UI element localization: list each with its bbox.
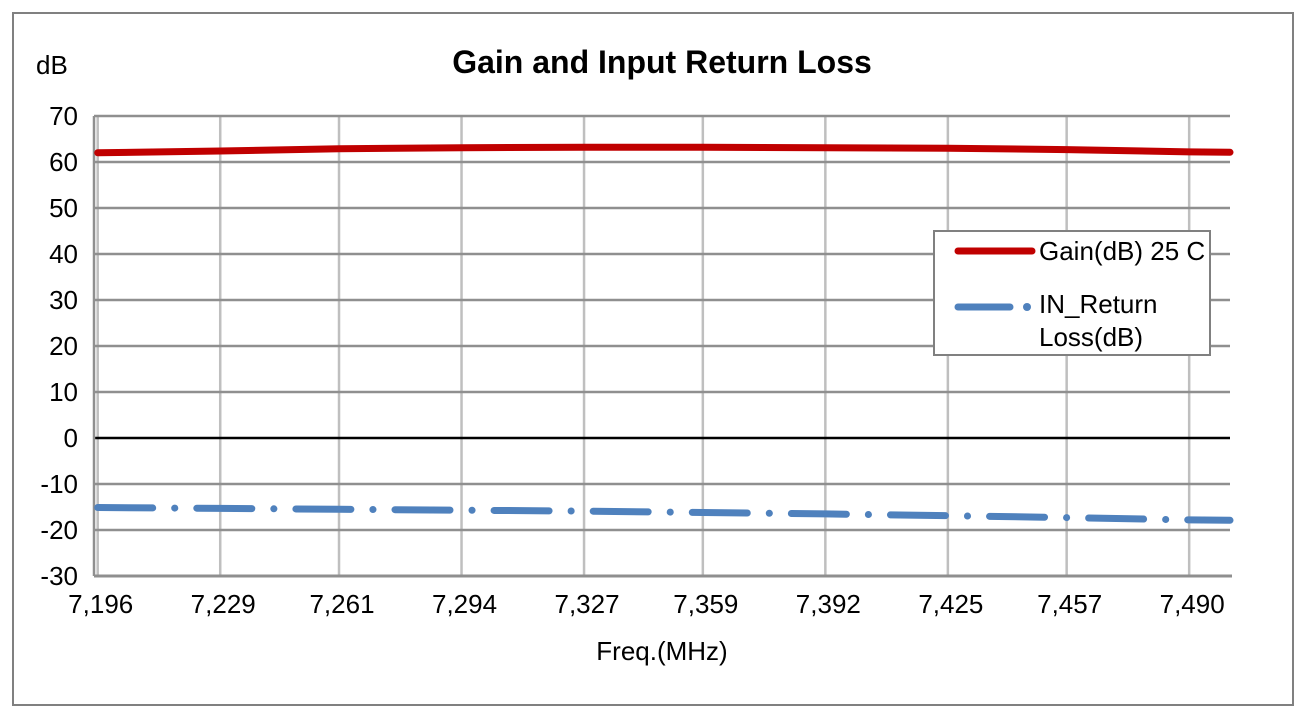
y-axis-unit-label: dB (36, 50, 68, 80)
legend-item-return-loss: IN_Return Loss(dB) (953, 289, 1197, 354)
y-tick-label: 70 (49, 101, 78, 131)
x-tick-label: 7,327 (555, 589, 620, 619)
legend-label-gain: Gain(dB) 25 C (1039, 235, 1206, 266)
x-tick-label: 7,196 (68, 589, 133, 619)
legend-item-gain: Gain(dB) 25 C (953, 234, 1205, 268)
x-tick-label: 7,229 (191, 589, 256, 619)
series-line-gain (94, 143, 1234, 157)
x-tick-label: 7,392 (796, 589, 861, 619)
chart-outer-border (12, 12, 1294, 706)
gain-line-swatch-icon (954, 247, 1036, 255)
x-tick-label: 7,457 (1037, 589, 1102, 619)
y-tick-label: -30 (40, 561, 78, 591)
y-tick-label: 10 (49, 377, 78, 407)
x-tick-label: 7,359 (673, 589, 738, 619)
y-tick-label: 40 (49, 239, 78, 269)
y-tick-label: 0 (64, 423, 78, 453)
y-tick-label: 20 (49, 331, 78, 361)
y-tick-label: 50 (49, 193, 78, 223)
y-tick-label: 60 (49, 147, 78, 177)
y-tick-label: -10 (40, 469, 78, 499)
series-line-return-loss (94, 504, 1234, 524)
x-tick-label: 7,425 (918, 589, 983, 619)
legend: Gain(dB) 25 C IN_Return Loss(dB) (933, 230, 1211, 356)
y-tick-label: 30 (49, 285, 78, 315)
return-loss-line-swatch-icon (954, 303, 1031, 311)
x-tick-label: 7,294 (432, 589, 497, 619)
legend-label-return-loss: IN_Return Loss(dB) (1039, 289, 1158, 352)
x-tick-label: 7,490 (1160, 589, 1225, 619)
y-tick-label: -20 (40, 515, 78, 545)
chart-title: Gain and Input Return Loss (452, 44, 872, 80)
x-axis-title: Freq.(MHz) (596, 636, 728, 666)
x-tick-label: 7,261 (309, 589, 374, 619)
